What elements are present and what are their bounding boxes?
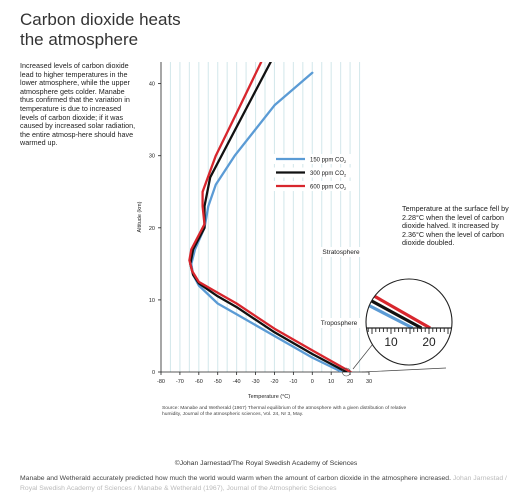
y-tick-label: 20 — [149, 226, 155, 232]
source-note: Source: Manabe and Wetherald (1967) Ther… — [162, 406, 407, 418]
y-tick-label: 30 — [149, 154, 155, 160]
series-line-600 — [188, 62, 352, 372]
x-tick-label: 20 — [347, 379, 353, 385]
magnified-series-150 — [366, 290, 414, 330]
legend-label-150: 150 ppm CO2 — [310, 157, 347, 164]
surface-marker — [342, 367, 351, 377]
legend-bg — [273, 181, 355, 191]
caption-credit: Johan Jarnestad / Royal Swedish Academy … — [20, 475, 507, 492]
region-label-troposphere: Troposphere — [321, 320, 358, 327]
temperature-altitude-chart: 0 10 20 30 40 -80 -70 -60 -50 -40 -30 -20 -10 0 10 20 30… — [137, 62, 453, 400]
x-axis-label: Temperature (°C) — [248, 394, 290, 400]
x-tick-label: 0 — [311, 379, 314, 385]
x-tick-label: -40 — [233, 379, 241, 385]
explanation-text: Increased levels of carbon dioxide lead … — [20, 61, 136, 148]
x-tick-label: -80 — [157, 379, 165, 385]
magnifier-connector — [361, 367, 447, 373]
y-tick-label: 0 — [152, 370, 155, 376]
y-tick-label: 10 — [149, 298, 155, 304]
image-caption: Manabe and Wetherald accurately predicte… — [20, 474, 515, 494]
x-tick-label: -10 — [289, 379, 297, 385]
magnifier-ring — [365, 278, 453, 366]
region-label-stratosphere: Stratosphere — [322, 249, 360, 256]
legend-label-300: 300 ppm CO2 — [310, 171, 347, 178]
legend-bg — [273, 167, 355, 178]
series-group — [188, 62, 352, 372]
magnified-tick-label: 10 — [384, 335, 398, 349]
title-line-1: Carbon dioxide heats — [20, 10, 181, 29]
title-line-2: the atmosphere — [20, 30, 139, 49]
region-bg — [315, 247, 367, 257]
y-tick-label: 40 — [149, 82, 155, 88]
magnified-series-300 — [366, 288, 423, 330]
magnified-tick-label: 20 — [422, 335, 436, 349]
x-tick-label: 30 — [366, 379, 372, 385]
x-tick-label: -60 — [195, 379, 203, 385]
x-tick-label: -70 — [176, 379, 184, 385]
caption-text: Manabe and Wetherald accurately predicte… — [20, 475, 451, 482]
x-tick-label: -50 — [214, 379, 222, 385]
y-axis-label: Altitude (km) — [137, 201, 143, 232]
surface-temperature-annotation: Temperature at the surface fell by 2.28°… — [402, 204, 509, 248]
legend-bg — [273, 154, 355, 164]
x-tick-label: -20 — [270, 379, 278, 385]
x-tick-label: -30 — [252, 379, 260, 385]
magnifier-content: 10 20 — [366, 286, 452, 349]
x-tick-label: 10 — [328, 379, 334, 385]
credit-line: ©Johan Jarnestad/The Royal Swedish Acade… — [174, 460, 358, 467]
legend-label-600: 600 ppm CO2 — [310, 184, 347, 191]
region-bg — [314, 318, 364, 328]
chart-title: Carbon dioxide heats the atmosphere — [20, 10, 240, 50]
